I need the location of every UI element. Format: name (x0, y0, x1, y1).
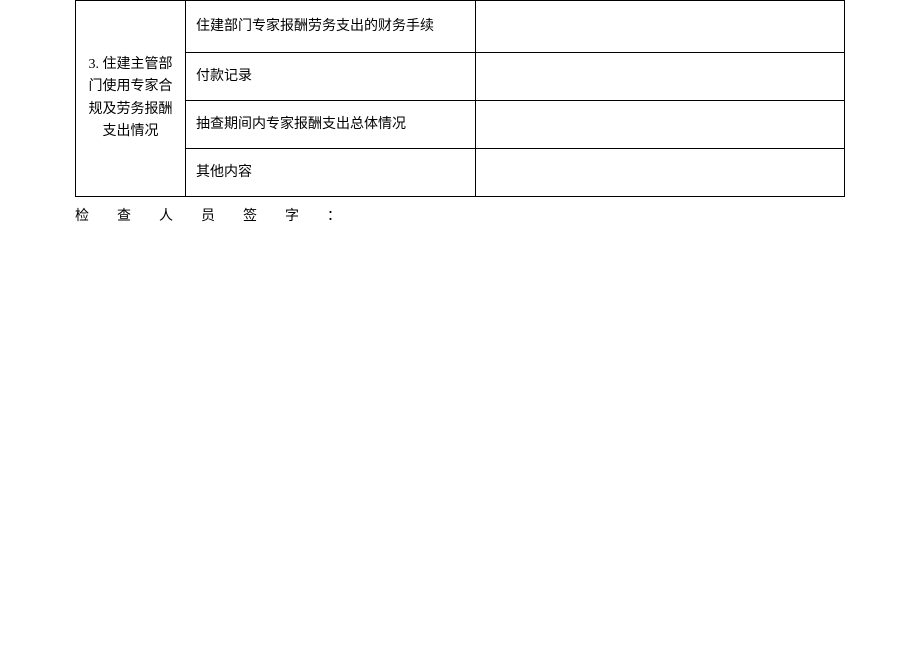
table-row: 3. 住建主管部门使用专家合规及劳务报酬支出情况 住建部门专家报酬劳务支出的财务… (76, 1, 845, 53)
item-cell: 住建部门专家报酬劳务支出的财务手续 (186, 1, 476, 53)
page-container: 3. 住建主管部门使用专家合规及劳务报酬支出情况 住建部门专家报酬劳务支出的财务… (0, 0, 920, 225)
value-cell (476, 1, 845, 53)
value-cell (476, 53, 845, 101)
table-row: 付款记录 (76, 53, 845, 101)
value-cell (476, 101, 845, 149)
item-cell: 付款记录 (186, 53, 476, 101)
inspection-table: 3. 住建主管部门使用专家合规及劳务报酬支出情况 住建部门专家报酬劳务支出的财务… (75, 0, 845, 197)
item-cell: 抽查期间内专家报酬支出总体情况 (186, 101, 476, 149)
table-row: 抽查期间内专家报酬支出总体情况 (76, 101, 845, 149)
item-cell: 其他内容 (186, 149, 476, 197)
table-row: 其他内容 (76, 149, 845, 197)
category-cell: 3. 住建主管部门使用专家合规及劳务报酬支出情况 (76, 1, 186, 197)
value-cell (476, 149, 845, 197)
signature-label: 检查人员签字： (75, 205, 845, 225)
